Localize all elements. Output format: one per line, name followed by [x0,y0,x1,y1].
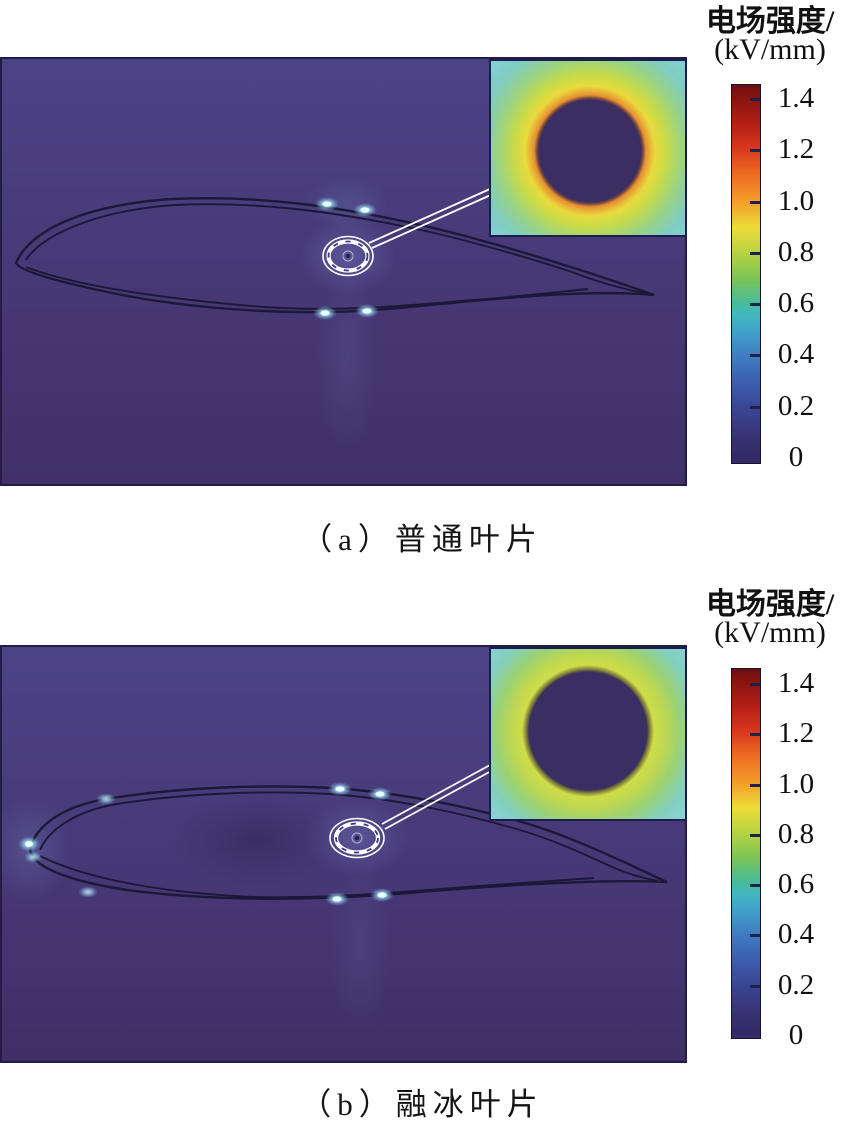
colorbar-tick-label: 0.6 [777,868,815,900]
colorbar-units-a: (kV/mm) [714,33,826,66]
colorbar-tick [750,303,760,306]
colorbar-tick [750,98,760,101]
wire-marker-circle-a [322,235,374,277]
colorbar-title-a: 电场强度/ [705,5,835,38]
colorbar-tick [750,201,760,204]
wire-marker-circle-b [329,817,385,859]
callout-line-b [381,764,494,830]
airfoil-outline-b [28,785,668,900]
colorbar-tick [750,884,760,887]
field-plot-a [0,57,687,486]
callout-line-a [368,188,494,249]
colorbar-tick-label: 0.2 [777,969,815,1001]
colorbar-tick-label: 0.6 [777,287,815,319]
airfoil-inner-line-b-lower [39,855,595,899]
colorbar-tick-label: 1.2 [777,717,815,749]
colorbar-tick-label: 1.4 [777,82,815,114]
colorbar-tick-label: 0 [788,1019,804,1051]
caption-a: （a）普通叶片 [301,522,543,557]
colorbar-title-b: 电场强度/ [705,588,835,621]
colorbar-tick-label: 0.4 [777,338,815,370]
airfoil-overlay-a [14,188,655,320]
colorbar-tick-label: 0.4 [777,918,815,950]
colorbar-tick-label: 1.0 [777,185,815,217]
colorbar-tick [750,149,760,152]
field-hotspots-b [18,782,394,906]
colorbar-tick [750,252,760,255]
airfoil-outline-a [14,196,655,314]
colorbar-a: 电场强度/ (kV/mm) 1.4 1.2 1.0 0.8 0.6 0.4 0.… [696,0,844,480]
inset-zoom-a [489,59,687,237]
colorbar-tick-label: 1.4 [777,667,815,699]
colorbar-tick-label: 0.8 [777,236,815,268]
colorbar-tick [750,834,760,837]
inset-zoom-b [489,647,687,821]
colorbar-tick [750,733,760,736]
colorbar-units-b: (kV/mm) [714,616,826,649]
colorbar-tick-label: 1.0 [777,768,815,800]
colorbar-tick-label: 0.8 [777,818,815,850]
colorbar-tick-label: 0 [788,441,804,473]
colorbar-tick [750,784,760,787]
colorbar-tick [750,683,760,686]
colorbar-tick [750,406,760,409]
colorbar-tick [750,354,760,357]
colorbar-gradient-b [731,668,761,1039]
airfoil-inner-line-a-lower [25,266,589,310]
colorbar-gradient-a [731,84,761,464]
colorbar-tick-label: 0.2 [777,390,815,422]
colorbar-tick [750,985,760,988]
field-hotspots-a [313,197,379,320]
colorbar-tick [750,934,760,937]
field-plot-b [0,645,687,1063]
colorbar-tick-label: 1.2 [777,133,815,165]
colorbar-b: 电场强度/ (kV/mm) 1.4 1.2 1.0 0.8 0.6 0.4 0.… [696,583,844,1063]
airfoil-overlay-b [18,764,668,906]
caption-b: （b）融冰叶片 [300,1087,544,1122]
airfoil-inner-line-a [25,203,645,294]
